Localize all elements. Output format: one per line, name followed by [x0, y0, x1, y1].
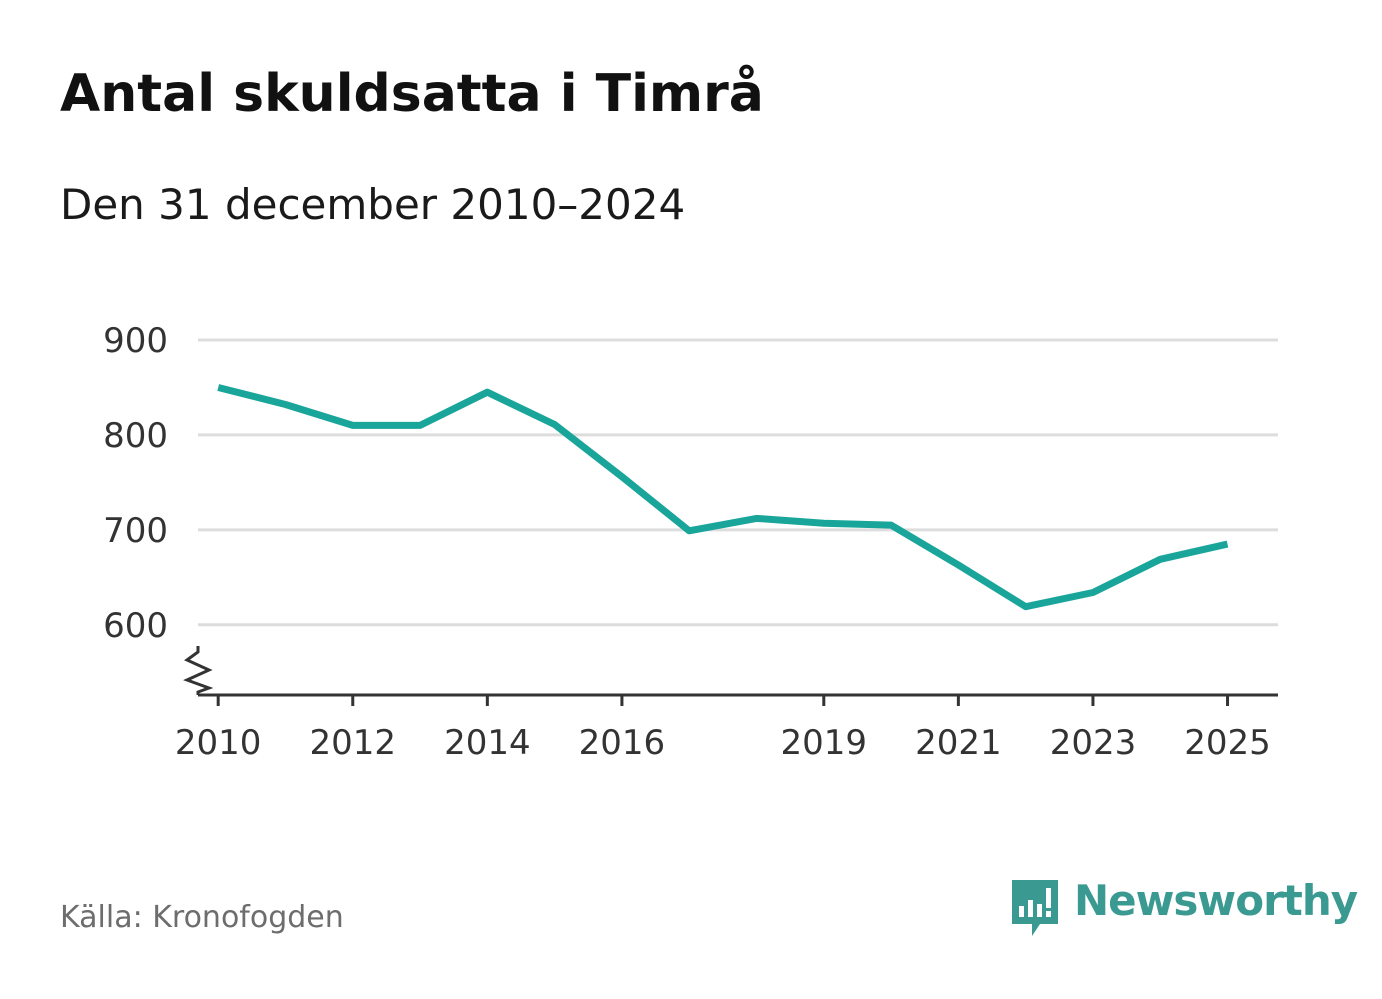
data-point-2013: [417, 422, 424, 429]
x-tick-label-2021: 2021: [915, 723, 1002, 763]
gridlines: [198, 338, 1278, 627]
y-tick-label-900: 900: [103, 321, 168, 361]
data-point-2022: [1022, 603, 1029, 610]
data-point-2025: [1224, 541, 1231, 548]
data-point-2021: [955, 562, 962, 569]
data-point-2011: [282, 401, 289, 408]
data-point-2020: [888, 522, 895, 529]
data-point-2010: [215, 384, 222, 391]
data-point-2014: [484, 389, 491, 396]
brand-name: Newsworthy: [1074, 876, 1358, 925]
x-axis-ticks: 2010 2012 2014 2016 2019 2021 2023 2025: [175, 695, 1271, 763]
x-tick-label-2019: 2019: [781, 723, 868, 763]
data-point-2019: [820, 520, 827, 527]
x-tick-label-2016: 2016: [579, 723, 666, 763]
x-tick-label-2014: 2014: [444, 723, 531, 763]
x-tick-label-2023: 2023: [1050, 723, 1137, 763]
y-tick-label-700: 700: [103, 511, 168, 551]
x-tick-label-2010: 2010: [175, 723, 262, 763]
data-point-2016: [618, 473, 625, 480]
x-axis: [183, 646, 1278, 697]
data-point-2023: [1090, 589, 1097, 596]
y-tick-label-800: 800: [103, 416, 168, 456]
newsworthy-logo-icon: [1012, 880, 1058, 936]
data-point-2012: [349, 422, 356, 429]
data-point-2018: [753, 515, 760, 522]
data-point-2017: [686, 527, 693, 534]
series-line-skuldsatta: [217, 384, 1229, 611]
chart-title: Antal skuldsatta i Timrå: [60, 64, 764, 124]
data-point-2015: [551, 421, 558, 428]
brand-logo: Newsworthy: [1010, 876, 1358, 940]
series: [215, 384, 1231, 611]
data-point-2024: [1157, 556, 1164, 563]
source-note: Källa: Kronofogden: [60, 900, 344, 935]
x-tick-label-2012: 2012: [310, 723, 397, 763]
y-axis-break: [183, 646, 214, 695]
y-axis-ticks: 600 700 800 900: [103, 321, 168, 646]
chart-subtitle: Den 31 december 2010–2024: [60, 180, 686, 229]
x-tick-label-2025: 2025: [1184, 723, 1271, 763]
y-tick-label-600: 600: [103, 606, 168, 646]
